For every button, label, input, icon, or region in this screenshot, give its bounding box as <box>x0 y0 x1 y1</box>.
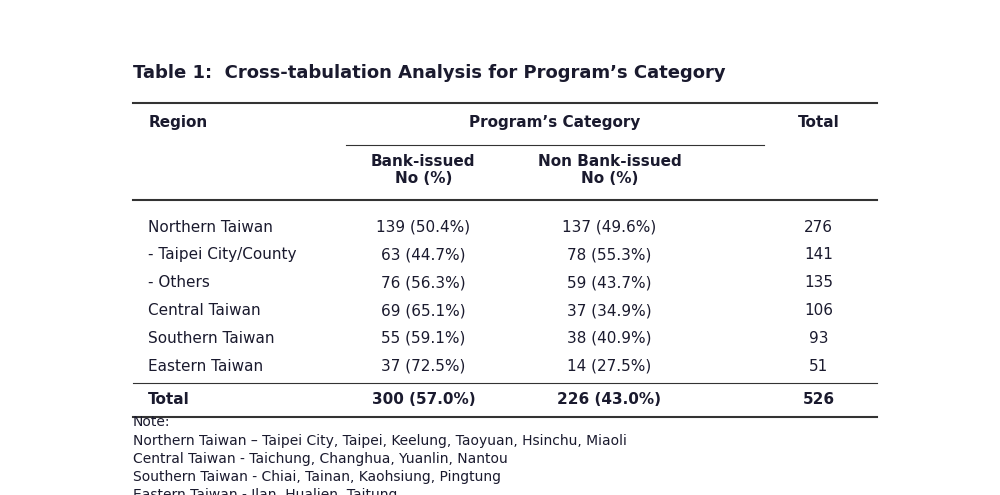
Text: 37 (72.5%): 37 (72.5%) <box>381 359 466 374</box>
Text: Region: Region <box>148 115 208 130</box>
Text: 141: 141 <box>804 248 833 262</box>
Text: 76 (56.3%): 76 (56.3%) <box>381 275 466 290</box>
Text: 139 (50.4%): 139 (50.4%) <box>376 220 470 235</box>
Text: Total: Total <box>798 115 840 130</box>
Text: 300 (57.0%): 300 (57.0%) <box>372 392 475 407</box>
Text: 59 (43.7%): 59 (43.7%) <box>567 275 652 290</box>
Text: 276: 276 <box>804 220 833 235</box>
Text: 526: 526 <box>803 392 835 407</box>
Text: 51: 51 <box>809 359 828 374</box>
Text: Note:: Note: <box>133 415 170 429</box>
Text: Non Bank-issued
No (%): Non Bank-issued No (%) <box>538 154 681 186</box>
Text: 14 (27.5%): 14 (27.5%) <box>567 359 652 374</box>
Text: 63 (44.7%): 63 (44.7%) <box>381 248 466 262</box>
Text: Eastern Taiwan - Ilan, Hualien, Taitung: Eastern Taiwan - Ilan, Hualien, Taitung <box>133 489 397 495</box>
Text: - Others: - Others <box>148 275 210 290</box>
Text: Program’s Category: Program’s Category <box>469 115 641 130</box>
Text: Southern Taiwan - Chiai, Tainan, Kaohsiung, Pingtung: Southern Taiwan - Chiai, Tainan, Kaohsiu… <box>133 470 501 484</box>
Text: Central Taiwan: Central Taiwan <box>148 303 261 318</box>
Text: Northern Taiwan: Northern Taiwan <box>148 220 273 235</box>
Text: Total: Total <box>148 392 190 407</box>
Text: 55 (59.1%): 55 (59.1%) <box>381 331 466 346</box>
Text: 78 (55.3%): 78 (55.3%) <box>567 248 652 262</box>
Text: 93: 93 <box>809 331 828 346</box>
Text: 135: 135 <box>804 275 833 290</box>
Text: Table 1:  Cross-tabulation Analysis for Program’s Category: Table 1: Cross-tabulation Analysis for P… <box>133 64 725 82</box>
Text: Bank-issued
No (%): Bank-issued No (%) <box>371 154 476 186</box>
Text: 69 (65.1%): 69 (65.1%) <box>381 303 466 318</box>
Text: 106: 106 <box>804 303 833 318</box>
Text: 38 (40.9%): 38 (40.9%) <box>567 331 652 346</box>
Text: 226 (43.0%): 226 (43.0%) <box>557 392 661 407</box>
Text: Northern Taiwan – Taipei City, Taipei, Keelung, Taoyuan, Hsinchu, Miaoli: Northern Taiwan – Taipei City, Taipei, K… <box>133 434 627 447</box>
Text: - Taipei City/County: - Taipei City/County <box>148 248 297 262</box>
Text: 137 (49.6%): 137 (49.6%) <box>562 220 656 235</box>
Text: Central Taiwan - Taichung, Changhua, Yuanlin, Nantou: Central Taiwan - Taichung, Changhua, Yua… <box>133 452 508 466</box>
Text: Eastern Taiwan: Eastern Taiwan <box>148 359 263 374</box>
Text: 37 (34.9%): 37 (34.9%) <box>567 303 652 318</box>
Text: Southern Taiwan: Southern Taiwan <box>148 331 275 346</box>
